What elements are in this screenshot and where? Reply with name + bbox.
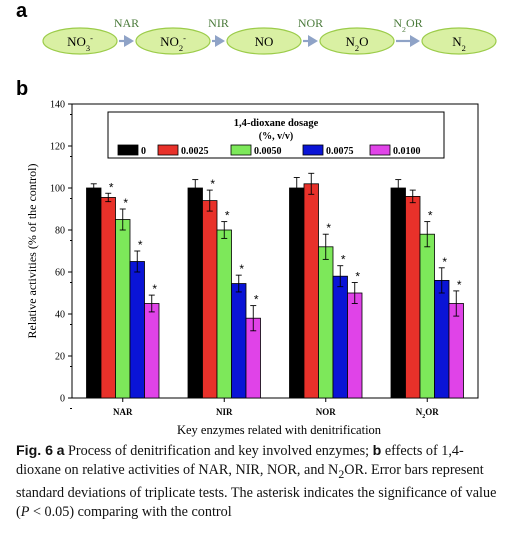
caption-subscript: 2	[338, 466, 345, 481]
enzyme-label: N2OR	[393, 16, 422, 34]
caption-text-3: OR. Error bars represent standard deviat…	[16, 462, 497, 520]
panel-b-label: b	[16, 78, 29, 100]
arrow-head-icon	[215, 35, 225, 47]
significance-marker: *	[109, 180, 114, 194]
y-tick-label: 140	[50, 100, 65, 111]
legend-label: 0.0100	[393, 146, 421, 157]
caption-p-symbol: P	[20, 503, 30, 520]
significance-marker: *	[326, 221, 331, 235]
enzyme-activity-bar-chart: 0 20 40 60 80 100 120 140 Relative activities (%…	[25, 100, 479, 437]
y-tick-label: 100	[50, 184, 65, 195]
significance-marker: *	[138, 238, 143, 252]
significance-marker: *	[254, 293, 259, 307]
significance-marker: *	[239, 262, 244, 276]
y-tick-label: 0	[60, 394, 65, 405]
x-tick-label: NIR	[216, 407, 233, 417]
bar	[202, 200, 218, 399]
significance-marker: *	[225, 209, 230, 223]
legend-swatch	[157, 144, 179, 156]
figure-caption: Fig. 6 a Process of denitrification and …	[16, 442, 506, 522]
caption-text-2: effects of 1,4-dioxane on relative activ…	[16, 443, 464, 478]
bar	[419, 233, 435, 399]
bar	[144, 303, 160, 399]
legend-title: 1,4-dioxane dosage	[234, 118, 319, 129]
panel-a-label: a	[16, 0, 28, 22]
legend-swatch	[369, 144, 391, 156]
bar	[332, 275, 348, 399]
species-node	[421, 27, 497, 55]
bar	[289, 187, 305, 399]
significance-marker: *	[152, 282, 157, 296]
bar	[100, 197, 116, 399]
bar	[347, 292, 363, 399]
x-tick-label: N2OR	[416, 407, 439, 420]
species-label: NO2-	[160, 33, 186, 53]
bar	[216, 229, 232, 399]
x-tick-label: NOR	[316, 407, 337, 417]
bar	[303, 183, 319, 399]
y-tick-label: 40	[55, 310, 65, 321]
y-tick-label: 120	[50, 142, 65, 153]
species-label: NO	[255, 34, 274, 49]
legend-subtitle: (%, v/v)	[259, 131, 293, 142]
species-node	[42, 27, 118, 55]
caption-part-a: a	[56, 443, 65, 459]
significance-marker: *	[341, 253, 346, 267]
bar	[318, 246, 334, 399]
enzyme-label: NOR	[298, 16, 323, 30]
caption-text-1: Process of denitrification and key invol…	[64, 443, 373, 459]
x-tick-label: NAR	[113, 407, 133, 417]
species-node	[226, 27, 302, 55]
bar	[390, 187, 406, 399]
bar	[231, 283, 247, 399]
significance-marker: *	[355, 270, 360, 284]
y-tick-label: 60	[55, 268, 65, 279]
arrow-head-icon	[410, 35, 420, 47]
legend-label: 0.0025	[181, 146, 209, 157]
denitrification-pathway-diagram: NO3- NO2- NO N2O N2 NAR NIR NOR N2OR	[42, 16, 497, 55]
bar	[187, 187, 203, 399]
legend-swatch	[117, 144, 139, 156]
y-axis-label: Relative activities (% of the control)	[25, 164, 39, 339]
species-label: NO3-	[67, 33, 93, 53]
enzyme-label: NIR	[208, 16, 229, 30]
significance-marker: *	[428, 209, 433, 223]
legend-label: 0.0075	[326, 146, 354, 157]
y-tick-label: 80	[55, 226, 65, 237]
caption-part-b: b	[372, 443, 382, 459]
x-axis-label: Key enzymes related with denitrification	[177, 423, 382, 437]
species-label: N2	[452, 34, 466, 53]
caption-fig-label: Fig. 6	[16, 443, 54, 459]
legend-swatch	[230, 144, 252, 156]
bar	[115, 219, 131, 399]
significance-marker: *	[457, 278, 462, 292]
enzyme-label: NAR	[114, 16, 139, 30]
bar	[434, 279, 450, 399]
legend-label: 0.0050	[254, 146, 282, 157]
legend-label: 0	[141, 146, 146, 157]
species-label: N2O	[346, 34, 369, 53]
bar	[129, 261, 145, 399]
arrow-head-icon	[308, 35, 318, 47]
caption-text-4: < 0.05) comparing with the control	[29, 503, 232, 520]
bar	[86, 187, 102, 399]
bar	[448, 303, 464, 399]
species-node	[319, 27, 395, 55]
species-node	[135, 27, 211, 55]
significance-marker: *	[123, 196, 128, 210]
significance-marker: *	[442, 255, 447, 269]
significance-marker: *	[210, 177, 215, 191]
bar	[405, 196, 421, 399]
y-tick-label: 20	[55, 352, 65, 363]
arrow-head-icon	[124, 35, 134, 47]
legend-swatch	[302, 144, 324, 156]
plot-frame	[71, 103, 479, 399]
